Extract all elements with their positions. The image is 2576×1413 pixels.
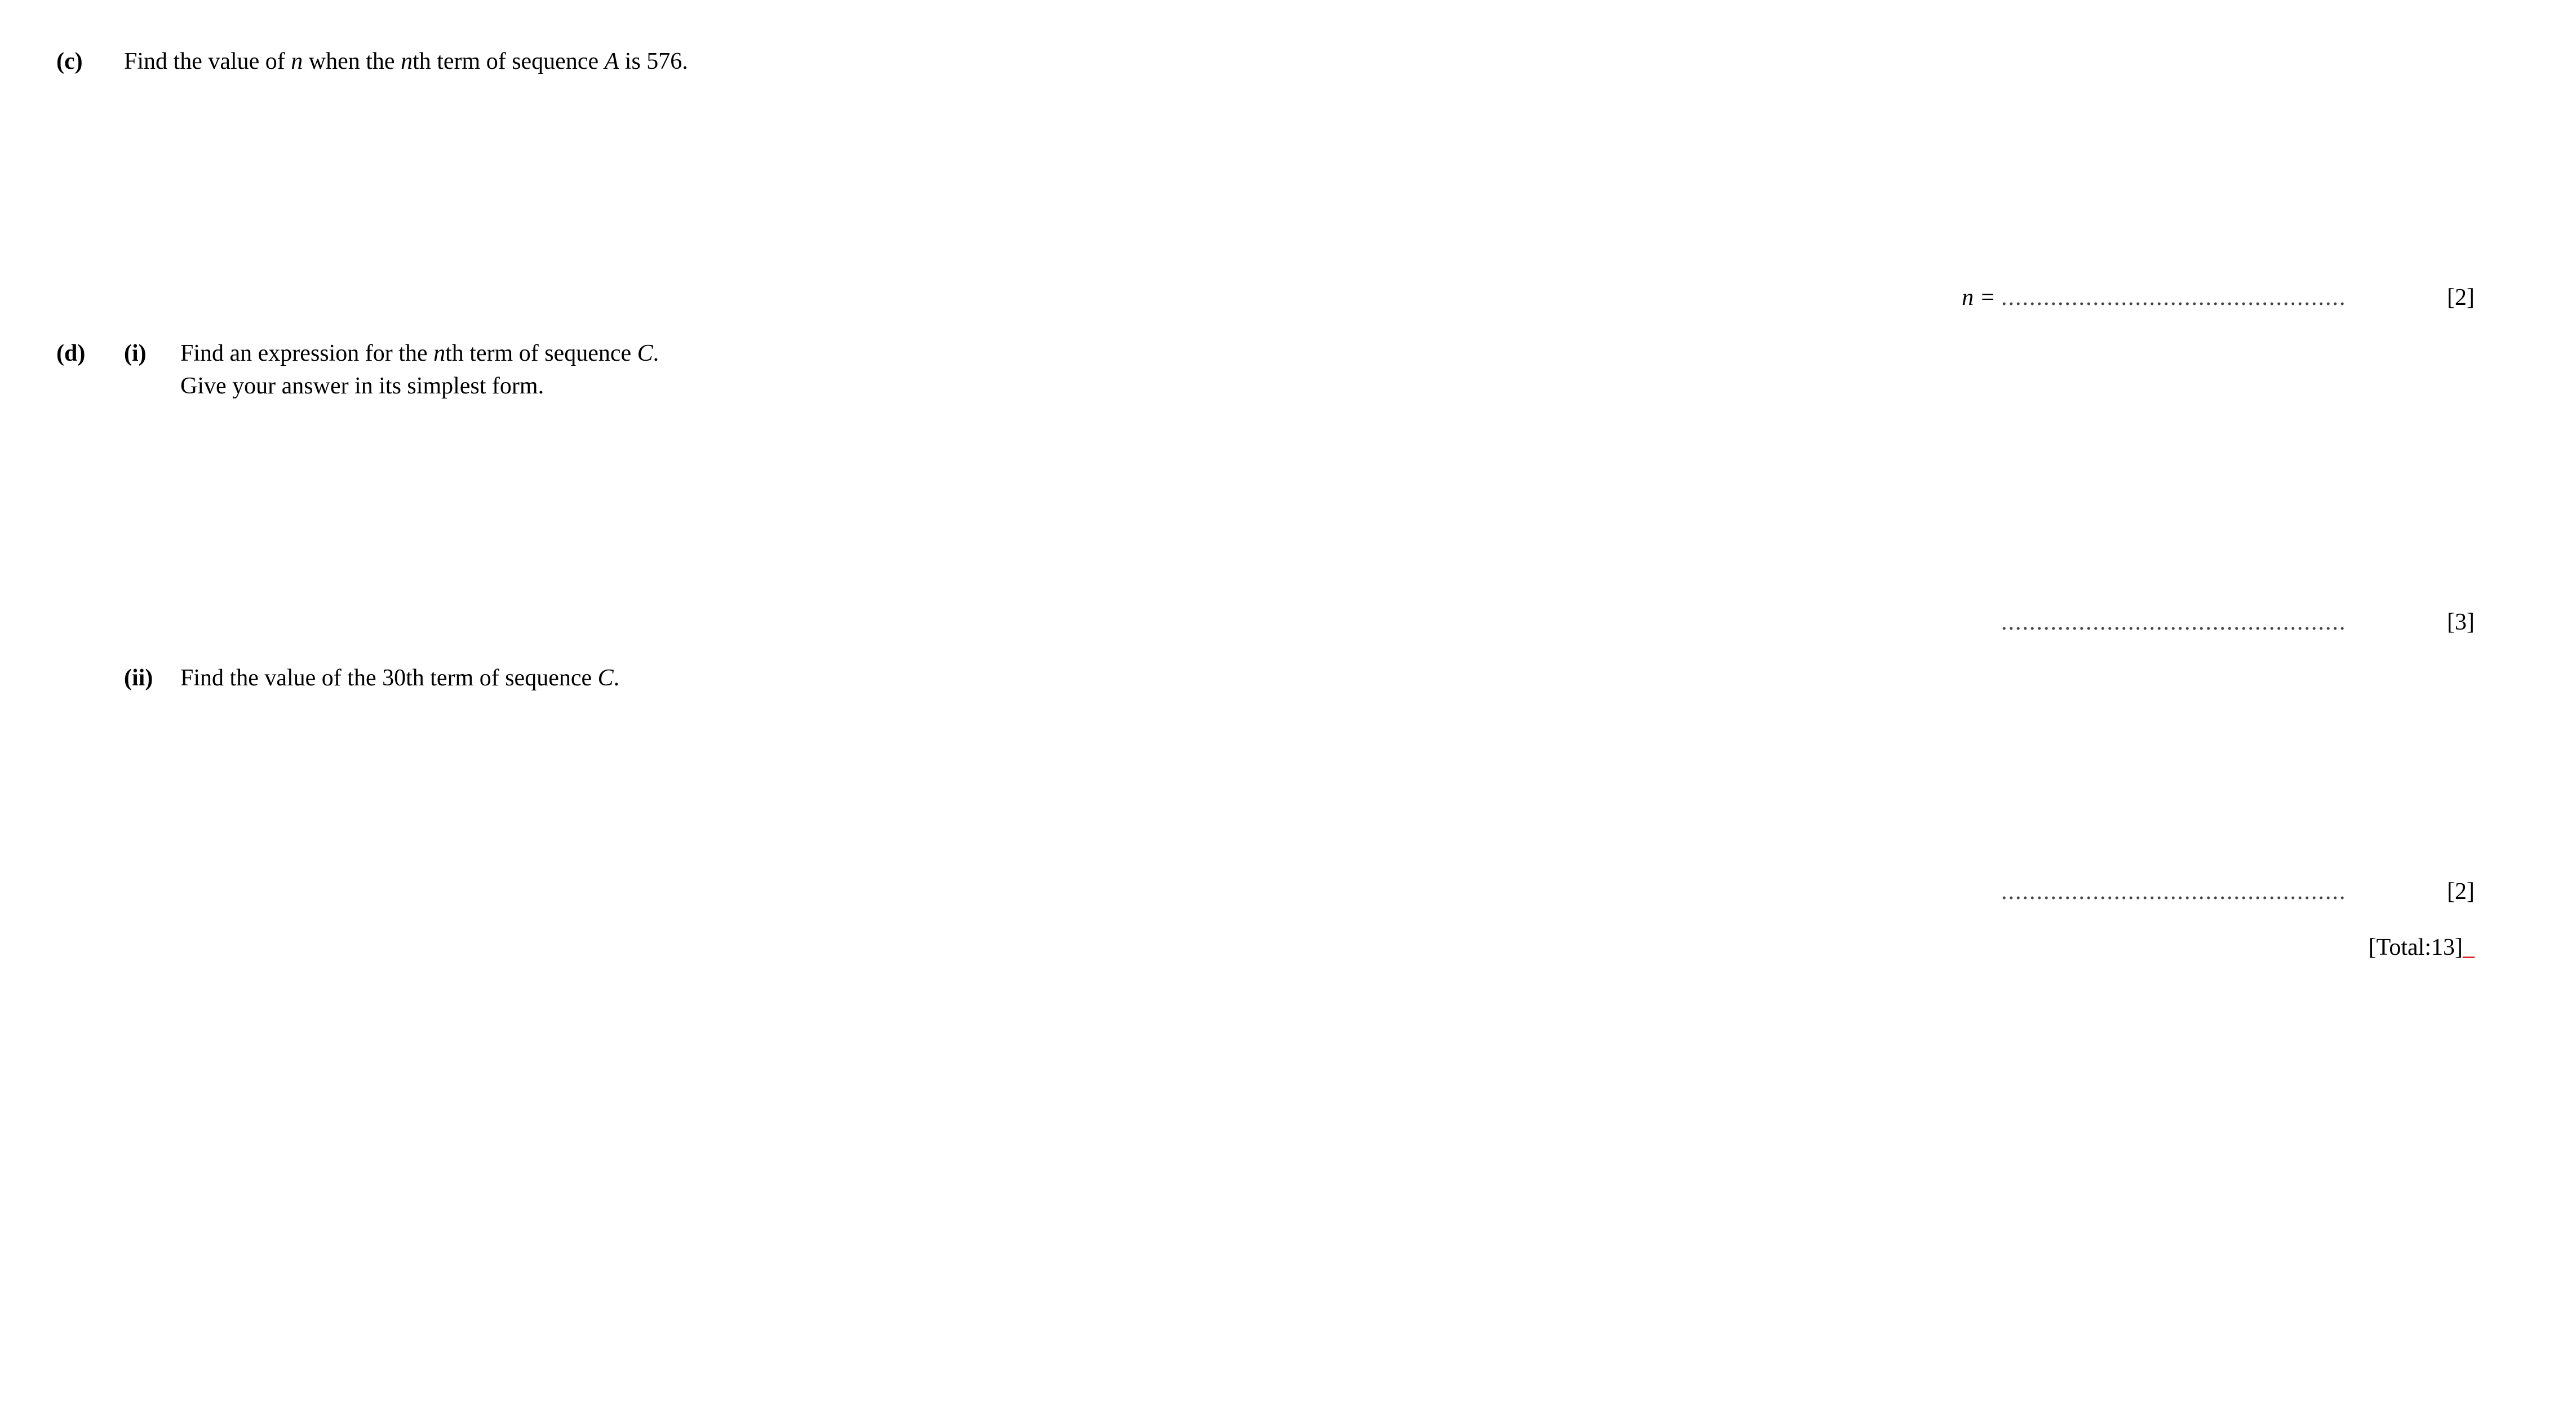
answer-line-c[interactable]: ........................................… bbox=[2001, 281, 2396, 315]
di-n: n bbox=[433, 340, 445, 366]
c-text-2: when the bbox=[303, 48, 401, 74]
di-C: C bbox=[637, 340, 653, 366]
di-text-1: Find an expression for the bbox=[180, 340, 433, 366]
c-text-1: Find the value of bbox=[124, 48, 291, 74]
total-value: 13 bbox=[2431, 931, 2455, 964]
total-row: [Total: 13]_ bbox=[56, 931, 2520, 964]
marks-d-i: [3] bbox=[2429, 606, 2475, 639]
label-d: (d) bbox=[56, 337, 124, 404]
marks-c: [2] bbox=[2429, 281, 2475, 315]
c-text-3: th term of sequence bbox=[413, 48, 605, 74]
workspace-d-ii bbox=[56, 706, 2520, 864]
label-d-ii: (ii) bbox=[124, 662, 180, 695]
text-d-ii: Find the value of the 30th term of seque… bbox=[180, 662, 2520, 695]
c-text-4: is 576. bbox=[619, 48, 688, 74]
answer-row-d-i: ........................................… bbox=[56, 606, 2520, 639]
dii-text-2: . bbox=[614, 665, 620, 691]
text-c: Find the value of n when the nth term of… bbox=[124, 45, 2520, 78]
di-text-2: th term of sequence bbox=[445, 340, 637, 366]
red-underline-icon: _ bbox=[2463, 934, 2475, 960]
c-n1: n bbox=[291, 48, 303, 74]
c-A: A bbox=[605, 48, 619, 74]
marks-d-ii: [2] bbox=[2429, 875, 2475, 909]
workspace-d-i bbox=[56, 414, 2520, 595]
label-d-i: (i) bbox=[124, 337, 180, 404]
workspace-c bbox=[56, 90, 2520, 270]
dii-text-1: Find the value of the 30th term of seque… bbox=[180, 665, 598, 691]
dii-C: C bbox=[598, 665, 614, 691]
answer-prefix-c: n = bbox=[1962, 281, 1996, 315]
di-line2: Give your answer in its simplest form. bbox=[180, 370, 2520, 403]
question-d-ii: (ii) Find the value of the 30th term of … bbox=[124, 662, 2520, 695]
label-c: (c) bbox=[56, 45, 124, 78]
c-n2: n bbox=[401, 48, 413, 74]
di-text-3: . bbox=[653, 340, 659, 366]
answer-line-d-i[interactable]: ........................................… bbox=[2001, 606, 2396, 639]
answer-line-d-ii[interactable]: ........................................… bbox=[2001, 875, 2396, 909]
question-c: (c) Find the value of n when the nth ter… bbox=[56, 45, 2520, 78]
text-d-i: Find an expression for the nth term of s… bbox=[180, 337, 2520, 404]
question-d: (d) (i) Find an expression for the nth t… bbox=[56, 337, 2520, 404]
total-prefix: [Total: bbox=[2369, 931, 2431, 964]
answer-row-c: n = ....................................… bbox=[56, 281, 2520, 315]
answer-row-d-ii: ........................................… bbox=[56, 875, 2520, 909]
total-suffix: ]_ bbox=[2455, 931, 2475, 964]
